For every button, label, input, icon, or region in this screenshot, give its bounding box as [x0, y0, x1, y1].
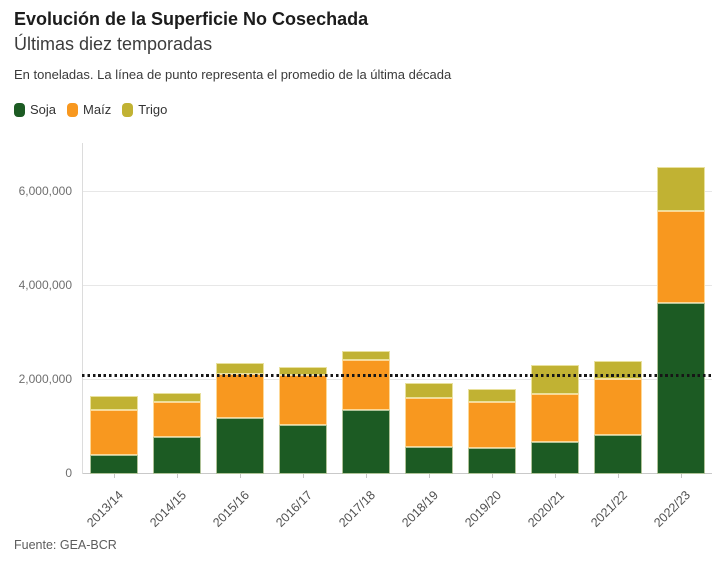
x-axis-tick: [302, 474, 304, 478]
gridline-6,000,000: [82, 190, 712, 192]
bar-segment-maíz-2020-21[interactable]: [530, 393, 579, 442]
legend: Soja Maíz Trigo: [14, 103, 167, 117]
bar-segment-maíz-2013-14[interactable]: [89, 409, 138, 456]
legend-label: Trigo: [138, 102, 168, 117]
bar-segment-soja-2022-23[interactable]: [656, 303, 705, 474]
bar-segment-soja-2013-14[interactable]: [89, 455, 138, 474]
source-note: Fuente: GEA-BCR: [14, 538, 117, 552]
x-axis-label-2013-14: 2013/14: [84, 488, 127, 530]
bar-stack-2021-22[interactable]: [593, 360, 642, 474]
bar-segment-maíz-2021-22[interactable]: [593, 378, 642, 435]
bar-segment-maíz-2015-16[interactable]: [215, 374, 264, 419]
legend-item-maíz[interactable]: Maíz: [67, 103, 111, 117]
x-axis-tick: [428, 474, 430, 478]
y-axis-tick-label: 0: [65, 466, 72, 480]
bar-segment-soja-2020-21[interactable]: [530, 441, 579, 474]
bar-segment-trigo-2015-16[interactable]: [215, 363, 264, 375]
bar-stack-2017-18[interactable]: [341, 350, 390, 474]
bar-segment-trigo-2013-14[interactable]: [89, 395, 138, 410]
x-axis-label-2017-18: 2017/18: [336, 488, 379, 530]
bar-segment-trigo-2016-17[interactable]: [278, 367, 327, 376]
bar-stack-2013-14[interactable]: [89, 395, 138, 474]
bar-stack-2014-15[interactable]: [152, 393, 201, 474]
bar-segment-soja-2018-19[interactable]: [404, 446, 453, 474]
x-axis-tick: [491, 474, 493, 478]
chart-description: En toneladas. La línea de punto represen…: [14, 67, 452, 82]
legend-label: Maíz: [83, 102, 112, 117]
x-axis-label-2019-20: 2019/20: [462, 488, 505, 530]
gridline-4,000,000: [82, 284, 712, 286]
legend-item-trigo[interactable]: Trigo: [122, 103, 167, 117]
bar-segment-maíz-2019-20[interactable]: [467, 401, 516, 449]
y-axis-tick-label: 4,000,000: [18, 277, 72, 292]
legend-swatch-icon: [122, 103, 134, 117]
x-axis-label-2020-21: 2020/21: [525, 488, 568, 530]
x-axis-tick: [617, 474, 619, 478]
x-axis-label-2014-15: 2014/15: [147, 488, 190, 530]
average-dotted-line: [82, 373, 712, 377]
bar-segment-maíz-2022-23[interactable]: [656, 210, 705, 304]
bar-segment-trigo-2022-23[interactable]: [656, 166, 705, 211]
legend-label: Soja: [30, 102, 57, 117]
bar-segment-trigo-2014-15[interactable]: [152, 393, 201, 402]
y-axis-tick-label: 6,000,000: [18, 183, 72, 198]
legend-item-soja[interactable]: Soja: [14, 103, 56, 117]
chart-title: Evolución de la Superficie No Cosechada: [14, 9, 369, 29]
bar-segment-maíz-2016-17[interactable]: [278, 375, 327, 426]
chart-subtitle: Últimas diez temporadas: [14, 34, 213, 54]
x-axis-label-2021-22: 2021/22: [588, 488, 631, 530]
bar-stack-2020-21[interactable]: [530, 365, 579, 474]
x-axis-label-2018-19: 2018/19: [399, 488, 442, 530]
legend-swatch-icon: [14, 103, 25, 117]
bar-segment-soja-2015-16[interactable]: [215, 418, 264, 474]
x-axis-tick: [176, 474, 178, 478]
bar-segment-soja-2014-15[interactable]: [152, 436, 201, 474]
bar-stack-2018-19[interactable]: [404, 383, 453, 474]
bar-segment-trigo-2019-20[interactable]: [467, 388, 516, 402]
bar-segment-trigo-2020-21[interactable]: [530, 365, 579, 394]
bar-segment-maíz-2014-15[interactable]: [152, 401, 201, 437]
bar-stack-2022-23[interactable]: [656, 166, 705, 474]
bar-segment-trigo-2018-19[interactable]: [404, 383, 453, 399]
bar-segment-soja-2016-17[interactable]: [278, 425, 327, 474]
bar-stack-2016-17[interactable]: [278, 367, 327, 474]
bar-segment-soja-2019-20[interactable]: [467, 448, 516, 474]
bar-stack-2015-16[interactable]: [215, 363, 264, 474]
bar-segment-soja-2021-22[interactable]: [593, 434, 642, 474]
x-axis-tick: [554, 474, 556, 478]
x-axis-label-2015-16: 2015/16: [210, 488, 253, 530]
bar-segment-maíz-2018-19[interactable]: [404, 398, 453, 447]
gridline-0: [82, 473, 712, 474]
x-axis-tick: [680, 474, 682, 478]
y-axis-tick-label: 2,000,000: [18, 371, 72, 386]
gridline-2,000,000: [82, 378, 712, 380]
plot-area: 0 2,000,000 4,000,000 6,000,000 2013/14 2014/…: [19, 143, 712, 530]
y-axis-line: [82, 143, 83, 474]
x-axis-label-2016-17: 2016/17: [273, 488, 316, 530]
x-axis-tick: [239, 474, 241, 478]
bar-segment-maíz-2017-18[interactable]: [341, 360, 390, 411]
bar-segment-soja-2017-18[interactable]: [341, 410, 390, 474]
x-axis-tick: [113, 474, 115, 478]
bar-segment-trigo-2017-18[interactable]: [341, 350, 390, 361]
bar-stack-2019-20[interactable]: [467, 388, 516, 474]
legend-swatch-icon: [67, 103, 79, 117]
x-axis-tick: [365, 474, 367, 478]
x-axis-label-2022-23: 2022/23: [651, 488, 694, 530]
